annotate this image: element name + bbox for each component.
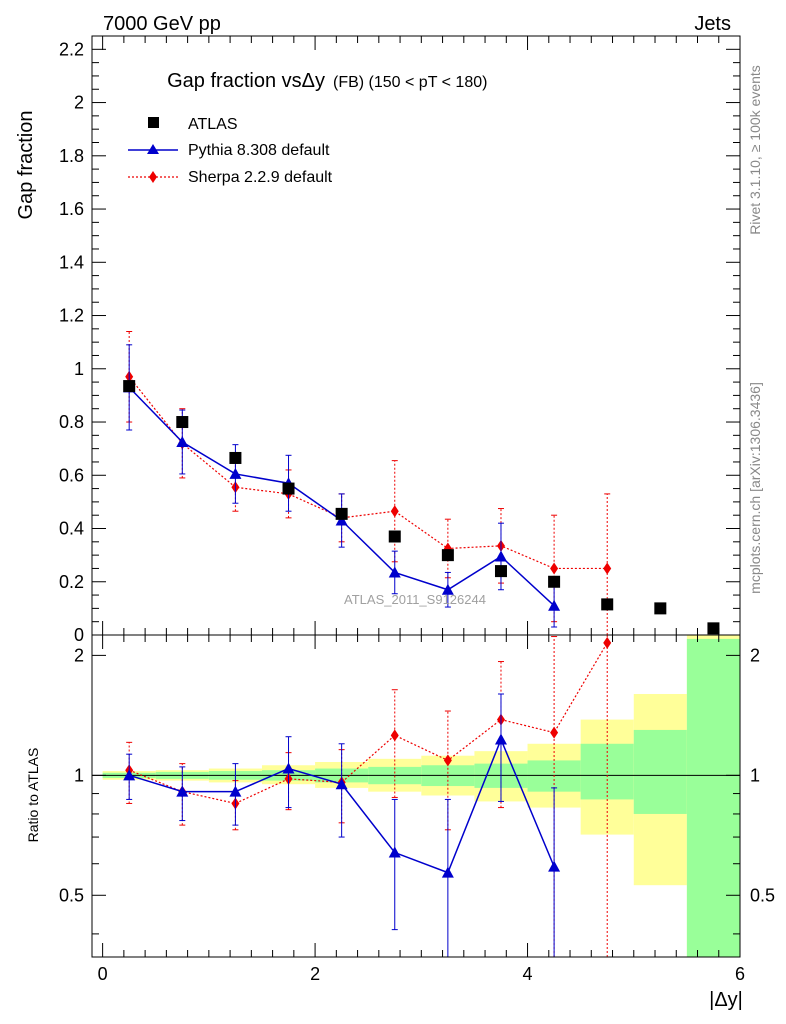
header-energy: 7000 GeV pp: [103, 13, 221, 35]
y-tick-label: 1.8: [59, 146, 84, 166]
pythia-ratio-point: [123, 769, 136, 781]
x-tick-label: 4: [523, 964, 533, 984]
atlas-data-point: [176, 416, 189, 429]
atlas-data-point: [282, 482, 295, 495]
pythia-point: [335, 514, 348, 526]
y-tick-label: 1.2: [59, 306, 84, 326]
rivet-label: Rivet 3.1.10, ≥ 100k events: [747, 65, 763, 235]
y-tick-label: 0.8: [59, 412, 84, 432]
y-tick-label: 0: [74, 625, 84, 645]
ratio-tick-label: 0.5: [59, 885, 84, 905]
legend-label-atlas: ATLAS: [188, 116, 238, 133]
pythia-ratio-point: [494, 733, 507, 745]
pythia-point: [388, 566, 401, 578]
pythia-ratio-point: [441, 866, 454, 878]
x-tick-label: 2: [310, 964, 320, 984]
pythia-point: [229, 467, 242, 479]
uncertainty-band-green: [686, 638, 740, 957]
sherpa-ratio-point: [603, 636, 612, 649]
ratio-frame: [91, 634, 741, 958]
x-axis-label: |Δy|: [709, 989, 743, 1011]
pythia-point: [548, 599, 561, 611]
y-tick-label: 0.2: [59, 572, 84, 592]
pythia-ratio-point: [282, 762, 295, 774]
pythia-ratio-point: [229, 785, 242, 797]
atlas-data-point: [441, 549, 454, 562]
pythia-point: [441, 583, 454, 595]
sherpa-point: [390, 505, 399, 518]
ratio-tick-label-right: 1: [750, 765, 760, 785]
pythia-point: [176, 435, 189, 447]
y-tick-label: 1: [74, 359, 84, 379]
ratio-tick-label: 2: [74, 645, 84, 665]
sherpa-point: [550, 562, 559, 575]
atlas-data-point: [229, 451, 242, 464]
atlas-data-point: [601, 598, 614, 611]
sherpa-line: [128, 376, 608, 570]
sherpa-ratio-point: [550, 726, 559, 739]
legend-label-pythia: Pythia 8.308 default: [188, 142, 330, 159]
title-main: Gap fraction vsΔy: [167, 70, 325, 92]
pythia-point: [494, 550, 507, 562]
legend: ATLAS Pythia 8.308 default Sherpa 2.2.9 …: [128, 116, 333, 186]
mcplots-label: mcplots.cern.ch [arXiv:1306.3436]: [747, 382, 763, 594]
atlas-data-point: [123, 380, 136, 393]
legend-marker-pythia: [147, 144, 159, 154]
sherpa-ratio-point: [390, 729, 399, 742]
ratio-tick-label-right: 0.5: [750, 885, 775, 905]
title-sub: (FB) (150 < pT < 180): [333, 74, 487, 91]
atlas-data-point: [548, 575, 561, 588]
header-process: Jets: [694, 13, 731, 35]
ratio-tick-label-right: 2: [750, 645, 760, 665]
atlas-data-point: [707, 622, 720, 635]
ratio-tick-label: 1: [74, 765, 84, 785]
x-tick-label: 0: [98, 964, 108, 984]
y-tick-label: 2.2: [59, 39, 84, 59]
y-tick-label: 1.4: [59, 252, 84, 272]
legend-marker-sherpa: [149, 171, 157, 183]
pythia-ratio-point: [335, 778, 348, 790]
atlas-data-point: [388, 530, 401, 543]
analysis-watermark: ATLAS_2011_S9126244: [344, 592, 486, 607]
atlas-data-point: [494, 565, 507, 578]
y-tick-label: 0.4: [59, 519, 84, 539]
y-tick-label: 2: [74, 93, 84, 113]
legend-marker-atlas: [148, 117, 159, 128]
sherpa-ratio-line: [128, 642, 608, 805]
pythia-ratio-point: [176, 785, 189, 797]
sherpa-ratio-point: [443, 754, 452, 767]
y-axis-label: Gap fraction: [15, 111, 37, 220]
ratio-y-axis-label: Ratio to ATLAS: [25, 748, 41, 843]
ratio-panel: 0 2 4 6 0.5 0.5 1 1 2 2: [59, 634, 775, 984]
x-tick-label: 6: [735, 964, 745, 984]
y-tick-label: 1.6: [59, 199, 84, 219]
pythia-ratio-point: [388, 846, 401, 858]
sherpa-point: [603, 562, 612, 575]
atlas-data-point: [654, 602, 667, 615]
plot-title: Gap fraction vsΔy (FB) (150 < pT < 180): [167, 70, 487, 92]
y-tick-label: 0.6: [59, 465, 84, 485]
uncertainty-band-green: [633, 729, 687, 814]
atlas-data-point: [335, 507, 348, 520]
main-panel: 0 0.2 0.4 0.6 0.8 1 1.2 1.4 1.6 1.8 2 2.2: [59, 35, 741, 645]
legend-label-sherpa: Sherpa 2.2.9 default: [188, 169, 333, 186]
pythia-ratio-point: [548, 860, 561, 872]
